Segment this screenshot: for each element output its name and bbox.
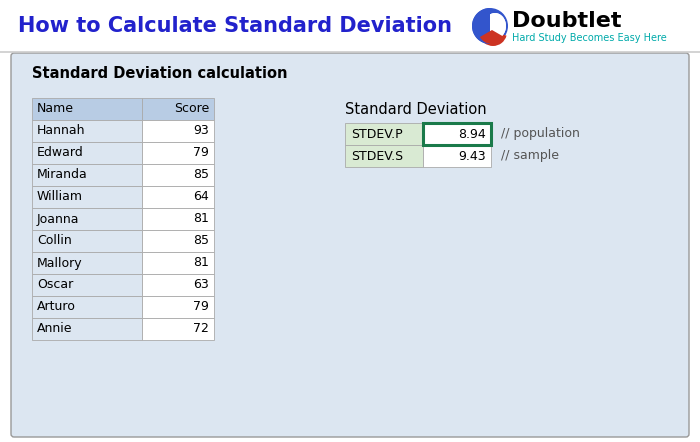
Text: // sample: // sample bbox=[501, 149, 559, 163]
Text: 85: 85 bbox=[193, 235, 209, 248]
Wedge shape bbox=[472, 8, 490, 44]
Text: Hard Study Becomes Easy Here: Hard Study Becomes Easy Here bbox=[512, 33, 666, 43]
Bar bbox=[0, 0, 700, 52]
Bar bbox=[32, 230, 142, 252]
Text: 9.43: 9.43 bbox=[458, 149, 486, 163]
Bar bbox=[32, 98, 142, 120]
Bar bbox=[142, 296, 214, 318]
Text: 63: 63 bbox=[193, 278, 209, 292]
Text: Annie: Annie bbox=[37, 323, 73, 335]
Text: 81: 81 bbox=[193, 256, 209, 270]
Text: Mallory: Mallory bbox=[37, 256, 83, 270]
Ellipse shape bbox=[472, 8, 508, 44]
Bar bbox=[142, 120, 214, 142]
Bar bbox=[32, 296, 142, 318]
Text: 81: 81 bbox=[193, 213, 209, 225]
Text: How to Calculate Standard Deviation: How to Calculate Standard Deviation bbox=[18, 16, 452, 36]
Text: William: William bbox=[37, 191, 83, 203]
Bar bbox=[423, 123, 491, 145]
Text: Score: Score bbox=[174, 103, 209, 115]
Text: 8.94: 8.94 bbox=[458, 127, 486, 141]
Text: Joanna: Joanna bbox=[37, 213, 80, 225]
Wedge shape bbox=[480, 32, 507, 46]
Text: Standard Deviation calculation: Standard Deviation calculation bbox=[32, 66, 288, 81]
Bar bbox=[32, 274, 142, 296]
Text: 85: 85 bbox=[193, 168, 209, 182]
Bar bbox=[32, 142, 142, 164]
Text: Arturo: Arturo bbox=[37, 301, 76, 313]
Bar bbox=[423, 145, 491, 167]
Ellipse shape bbox=[484, 13, 506, 39]
FancyBboxPatch shape bbox=[11, 53, 689, 437]
Text: 72: 72 bbox=[193, 323, 209, 335]
Text: STDEV.P: STDEV.P bbox=[351, 127, 402, 141]
Text: // population: // population bbox=[501, 127, 580, 141]
Bar bbox=[142, 230, 214, 252]
Bar bbox=[142, 186, 214, 208]
Text: Hannah: Hannah bbox=[37, 125, 85, 137]
Text: 93: 93 bbox=[193, 125, 209, 137]
Text: STDEV.S: STDEV.S bbox=[351, 149, 403, 163]
Text: Collin: Collin bbox=[37, 235, 71, 248]
Bar bbox=[142, 142, 214, 164]
Bar bbox=[32, 120, 142, 142]
Bar bbox=[142, 164, 214, 186]
Bar bbox=[423, 123, 491, 145]
Bar bbox=[345, 145, 423, 167]
Bar bbox=[142, 274, 214, 296]
Bar bbox=[345, 123, 423, 145]
Text: Oscar: Oscar bbox=[37, 278, 74, 292]
Text: Miranda: Miranda bbox=[37, 168, 88, 182]
Bar bbox=[142, 252, 214, 274]
Bar bbox=[142, 318, 214, 340]
Bar bbox=[32, 318, 142, 340]
Text: 79: 79 bbox=[193, 146, 209, 160]
Text: Name: Name bbox=[37, 103, 74, 115]
Wedge shape bbox=[480, 30, 504, 44]
Text: 64: 64 bbox=[193, 191, 209, 203]
Bar bbox=[32, 186, 142, 208]
Bar bbox=[32, 252, 142, 274]
Bar bbox=[142, 98, 214, 120]
Text: 79: 79 bbox=[193, 301, 209, 313]
Text: Edward: Edward bbox=[37, 146, 84, 160]
Bar bbox=[142, 208, 214, 230]
Text: Standard Deviation: Standard Deviation bbox=[345, 102, 486, 117]
Bar bbox=[32, 208, 142, 230]
Text: Doubtlet: Doubtlet bbox=[512, 11, 622, 31]
Bar bbox=[32, 164, 142, 186]
Ellipse shape bbox=[484, 13, 506, 39]
